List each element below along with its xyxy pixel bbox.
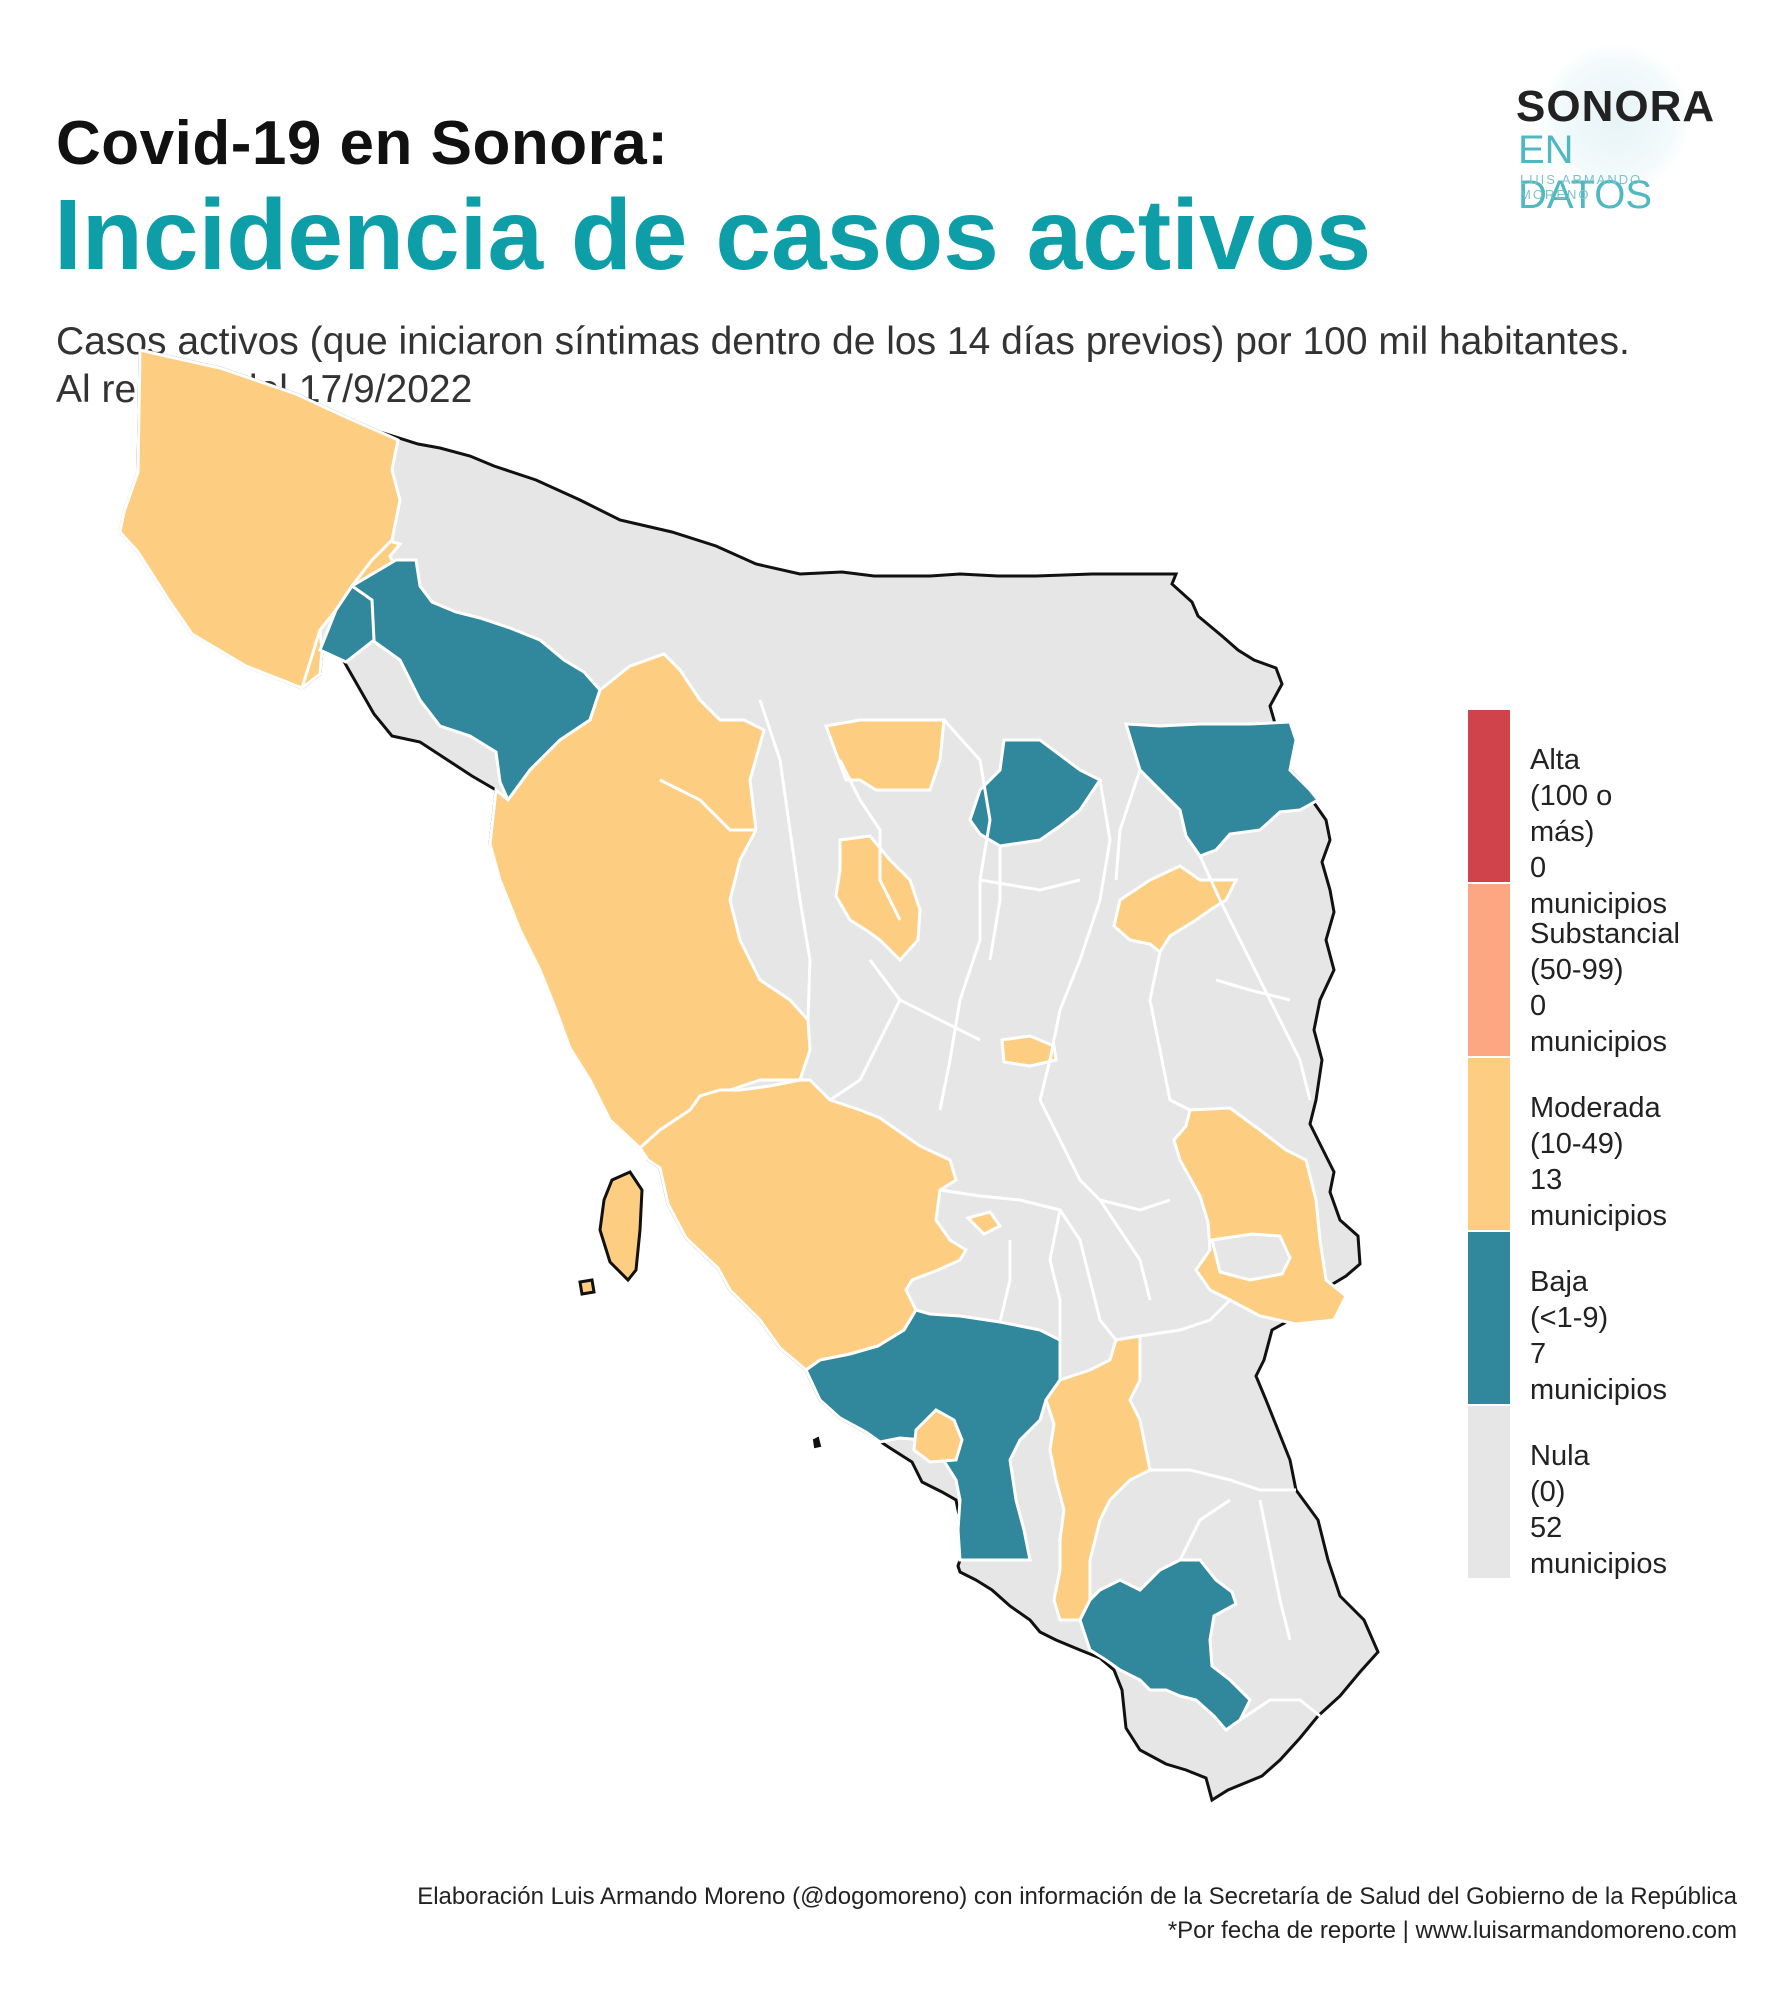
region-moderada-guaymas-small bbox=[912, 1408, 964, 1464]
region-baja-nogales bbox=[968, 738, 1103, 848]
region-moderada-cajeme bbox=[1044, 1334, 1152, 1622]
legend-label: Moderada bbox=[1530, 1092, 1661, 1124]
region-moderada-hermosillo bbox=[638, 1078, 969, 1372]
legend-swatch-baja bbox=[1468, 1232, 1510, 1404]
region-moderada-mazatan bbox=[965, 1210, 1003, 1236]
legend-label: Baja bbox=[1530, 1266, 1589, 1298]
region-moderada-cananea bbox=[1112, 864, 1239, 955]
subtitle-line-1: Casos activos (que iniciaron síntimas de… bbox=[56, 320, 1630, 363]
logo-line-1: SONORA bbox=[1516, 82, 1716, 131]
logo-line-2: EN DATOS bbox=[1518, 128, 1653, 217]
legend-item-moderada: Moderada (10-49) 13 municipios bbox=[1530, 1090, 1667, 1234]
legend-item-baja: Baja (<1-9) 7 municipios bbox=[1530, 1264, 1667, 1408]
region-nula-este-hole bbox=[1210, 1232, 1292, 1282]
island-small bbox=[812, 1436, 822, 1449]
legend-count: 7 municipios bbox=[1530, 1338, 1667, 1406]
legend-swatch-moderada bbox=[1468, 1058, 1510, 1230]
region-baja-sur bbox=[1078, 1558, 1252, 1733]
logo-line-3: LUIS ARMANDO MORENO bbox=[1520, 172, 1643, 202]
region-moderada-magdalena bbox=[834, 834, 922, 963]
legend-count: 52 municipios bbox=[1530, 1512, 1667, 1580]
legend-item-substancial: Substancial (50-99) 0 municipios bbox=[1530, 916, 1680, 1060]
legend-count: 0 municipios bbox=[1530, 990, 1667, 1058]
credits: Elaboración Luis Armando Moreno (@dogomo… bbox=[417, 1880, 1737, 1948]
region-moderada-norte-central bbox=[823, 718, 946, 792]
legend-range: (10-49) bbox=[1530, 1128, 1624, 1160]
region-moderada-este bbox=[1172, 1106, 1348, 1326]
legend-swatch-nula bbox=[1468, 1406, 1510, 1578]
region-moderada-ures bbox=[1000, 1034, 1058, 1068]
legend-label: Substancial bbox=[1530, 918, 1680, 950]
region-moderada-centro-oeste bbox=[488, 652, 812, 1151]
legend-item-alta: Alta (100 o más) 0 municipios bbox=[1530, 742, 1667, 922]
logo-splash-icon bbox=[1540, 44, 1690, 194]
municipal-borders bbox=[659, 699, 1321, 1722]
credit-line: Elaboración Luis Armando Moreno (@dogomo… bbox=[417, 1883, 1737, 1910]
legend-range: (50-99) bbox=[1530, 954, 1624, 986]
legend-label: Alta bbox=[1530, 744, 1580, 776]
note-line: *Por fecha de reporte | www.luisarmandom… bbox=[1167, 1917, 1737, 1944]
legend-range: (100 o más) bbox=[1530, 780, 1613, 848]
legend-item-nula: Nula (0) 52 municipios bbox=[1530, 1438, 1667, 1582]
region-baja-norte-2 bbox=[318, 583, 376, 664]
subtitle: Casos activos (que iniciaron síntimas de… bbox=[56, 318, 1756, 414]
island-san-esteban bbox=[578, 1278, 596, 1296]
legend-range: (0) bbox=[1530, 1476, 1566, 1508]
legend-count: 13 municipios bbox=[1530, 1164, 1667, 1232]
legend-count: 0 municipios bbox=[1530, 852, 1667, 920]
legend-swatch-alta bbox=[1468, 710, 1510, 882]
island-tiburon bbox=[598, 1170, 644, 1283]
title-line-2: Incidencia de casos activos bbox=[54, 179, 1372, 291]
legend-label: Nula bbox=[1530, 1440, 1590, 1472]
region-baja-agua-prieta bbox=[1123, 720, 1321, 858]
title-line-1: Covid-19 en Sonora: bbox=[56, 109, 669, 178]
legend-swatch-substancial bbox=[1468, 884, 1510, 1056]
sonora-en-datos-logo: SONORA EN DATOS LUIS ARMANDO MORENO bbox=[1500, 40, 1714, 217]
legend-range: (<1-9) bbox=[1530, 1302, 1609, 1334]
